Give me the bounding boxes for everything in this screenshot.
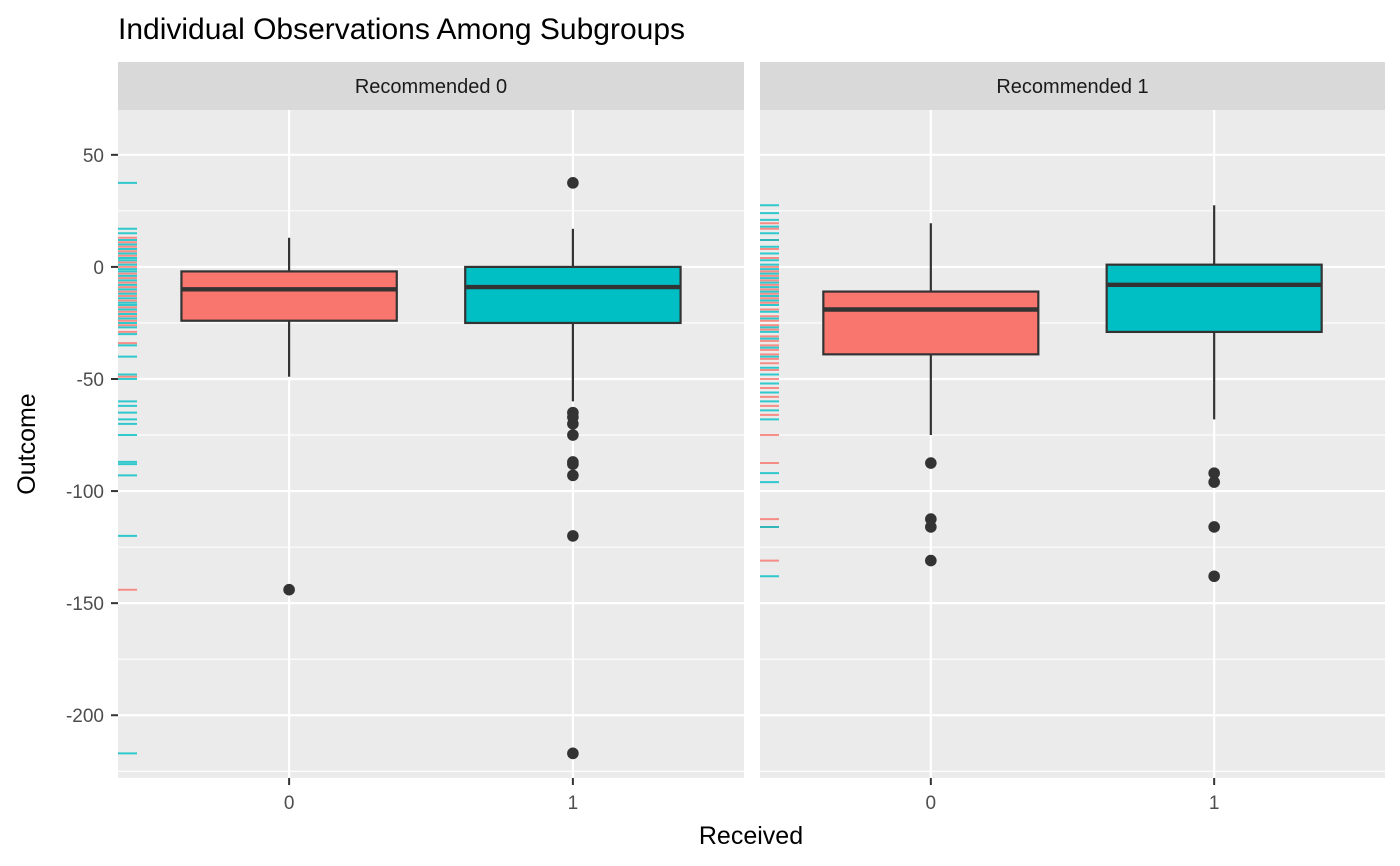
y-tick-label: 0 — [93, 258, 104, 279]
outlier-point — [567, 458, 579, 470]
outlier-point — [1208, 570, 1220, 583]
box-1 — [464, 177, 682, 760]
outlier-point — [567, 429, 579, 441]
x-tick-label: 1 — [568, 793, 579, 814]
facet-strip-bg — [760, 62, 1385, 110]
panel-background — [760, 110, 1385, 778]
y-tick-label: -150 — [66, 594, 104, 615]
chart-title: Individual Observations Among Subgroups — [118, 13, 685, 46]
x-tick-label: 1 — [1209, 793, 1220, 814]
panel-background — [118, 110, 744, 778]
outlier-point — [567, 418, 579, 430]
box-iqr — [180, 270, 398, 322]
y-axis-title: Outcome — [13, 393, 41, 494]
box-0 — [822, 223, 1040, 567]
y-tick-label: 50 — [83, 146, 104, 167]
outlier-point — [567, 469, 579, 482]
outlier-point — [1208, 467, 1220, 479]
outlier-point — [925, 521, 937, 533]
box-0 — [180, 237, 398, 596]
y-tick-label: -50 — [77, 370, 104, 391]
facet-strip-bg — [118, 62, 744, 110]
outlier-point — [1208, 521, 1220, 533]
outlier-point — [925, 554, 937, 567]
x-axis-title: Received — [699, 822, 803, 850]
box-iqr — [822, 290, 1040, 356]
facet-panel-0: Recommended 0 0 1 — [118, 62, 744, 814]
facet-strip-label: Recommended 0 — [355, 76, 507, 98]
y-tick-label: -200 — [66, 706, 104, 727]
box-iqr — [1105, 263, 1323, 334]
box-1 — [1105, 205, 1323, 583]
facet-strip-label: Recommended 1 — [996, 76, 1148, 98]
y-tick-label: -100 — [66, 482, 104, 503]
box-iqr — [464, 265, 682, 325]
outlier-point — [567, 177, 579, 189]
outlier-point — [283, 583, 295, 596]
outlier-point — [567, 747, 579, 760]
x-tick-label: 0 — [284, 793, 295, 814]
y-axis: 50 0 -50 -100 -150 -200 — [66, 146, 118, 727]
outlier-point — [1208, 476, 1220, 488]
outlier-point — [925, 457, 937, 469]
outlier-point — [567, 530, 579, 542]
facet-panels: Recommended 0 0 1 Recommended 1 0 1 — [118, 62, 1385, 814]
x-tick-label: 0 — [926, 793, 937, 814]
facet-panel-1: Recommended 1 0 1 — [760, 62, 1385, 814]
